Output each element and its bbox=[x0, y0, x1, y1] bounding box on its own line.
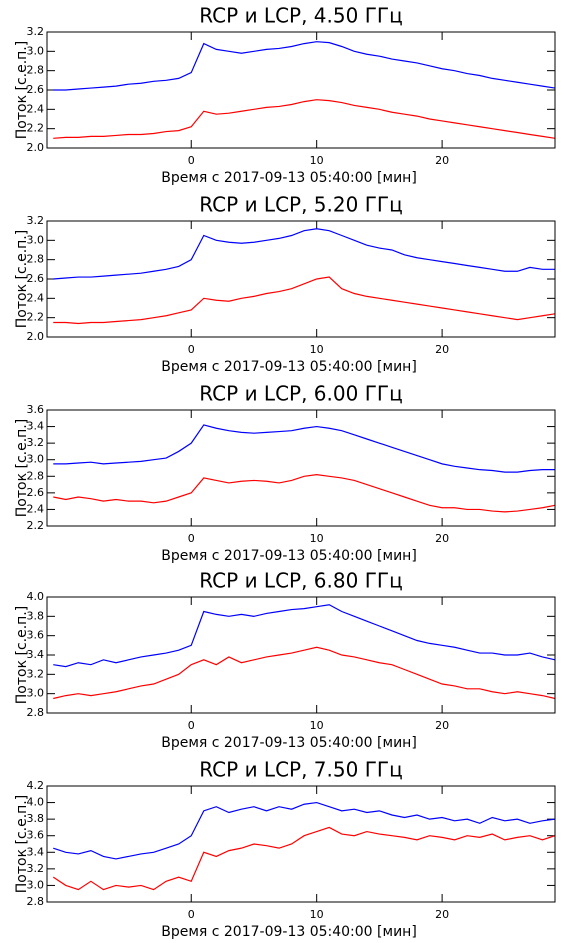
y-tick-label: 4.0 bbox=[27, 590, 45, 603]
series-line bbox=[53, 41, 556, 91]
series-line bbox=[53, 474, 556, 513]
chart-title: RCP и LCP, 6.00 ГГц bbox=[199, 382, 402, 406]
y-tick-label: 2.0 bbox=[27, 330, 45, 343]
plot-frame bbox=[46, 409, 556, 527]
x-tick-label: 20 bbox=[435, 343, 449, 356]
y-tick-label: 2.0 bbox=[27, 141, 45, 154]
x-tick-label: 0 bbox=[188, 343, 195, 356]
x-axis-label: Время с 2017-09-13 05:40:00 [мин] bbox=[161, 548, 417, 564]
y-tick-label: 2.6 bbox=[27, 272, 45, 285]
series-line bbox=[53, 99, 556, 139]
series-line bbox=[53, 646, 556, 700]
series-line bbox=[53, 276, 556, 325]
y-tick-label: 2.8 bbox=[27, 895, 45, 908]
y-tick-label: 3.0 bbox=[27, 687, 45, 700]
plot-frame bbox=[46, 785, 556, 903]
x-tick-label: 0 bbox=[188, 719, 195, 732]
y-tick-label: 4.2 bbox=[27, 779, 45, 792]
y-tick-label: 3.6 bbox=[27, 829, 45, 842]
x-tick-label: 10 bbox=[310, 343, 324, 356]
x-tick-label: 0 bbox=[188, 908, 195, 921]
y-tick-label: 3.0 bbox=[27, 233, 45, 246]
chart-title: RCP и LCP, 7.50 ГГц bbox=[199, 758, 402, 782]
x-axis-label: Время с 2017-09-13 05:40:00 [мин] bbox=[161, 924, 417, 940]
plot-frame bbox=[46, 31, 556, 149]
x-tick-label: 20 bbox=[435, 154, 449, 167]
x-tick-label: 20 bbox=[435, 908, 449, 921]
y-tick-label: 3.0 bbox=[27, 878, 45, 891]
x-tick-label: 10 bbox=[310, 532, 324, 545]
x-tick-label: 10 bbox=[310, 154, 324, 167]
x-tick-label: 20 bbox=[435, 719, 449, 732]
y-tick-label: 2.2 bbox=[27, 519, 45, 532]
plot-frame bbox=[46, 220, 556, 338]
series-line bbox=[53, 228, 555, 280]
y-tick-label: 2.8 bbox=[27, 253, 45, 266]
y-tick-label: 3.2 bbox=[27, 667, 45, 680]
plot-frame bbox=[46, 596, 556, 714]
y-tick-label: 3.2 bbox=[27, 25, 45, 38]
series-line bbox=[52, 826, 556, 891]
x-tick-label: 0 bbox=[188, 532, 195, 545]
series-line bbox=[53, 604, 556, 668]
y-tick-label: 4.0 bbox=[27, 796, 45, 809]
x-tick-label: 20 bbox=[435, 532, 449, 545]
x-tick-label: 0 bbox=[188, 154, 195, 167]
y-tick-label: 2.8 bbox=[27, 706, 45, 719]
y-tick-label: 2.8 bbox=[27, 469, 45, 482]
y-tick-label: 2.4 bbox=[27, 291, 45, 304]
y-tick-label: 3.2 bbox=[27, 436, 45, 449]
y-axis-label: Поток [с.е.п.] bbox=[14, 230, 30, 328]
y-tick-label: 3.0 bbox=[27, 453, 45, 466]
y-tick-label: 3.8 bbox=[27, 609, 45, 622]
series-line bbox=[53, 801, 556, 860]
y-tick-label: 3.4 bbox=[27, 420, 45, 433]
y-tick-label: 2.2 bbox=[27, 311, 45, 324]
y-tick-label: 3.4 bbox=[27, 845, 45, 858]
y-tick-label: 3.6 bbox=[27, 403, 45, 416]
y-axis-label: Поток [с.е.п.] bbox=[14, 419, 30, 517]
series-line bbox=[53, 424, 555, 473]
y-tick-label: 2.6 bbox=[27, 486, 45, 499]
y-axis-label: Поток [с.е.п.] bbox=[14, 41, 30, 139]
y-tick-label: 3.0 bbox=[27, 44, 45, 57]
y-tick-label: 3.6 bbox=[27, 629, 45, 642]
chart-title: RCP и LCP, 4.50 ГГц bbox=[199, 4, 402, 28]
x-tick-label: 10 bbox=[310, 908, 324, 921]
y-tick-label: 2.4 bbox=[27, 102, 45, 115]
y-tick-label: 3.2 bbox=[27, 214, 45, 227]
y-tick-label: 3.4 bbox=[27, 648, 45, 661]
y-axis-label: Поток [с.е.п.] bbox=[14, 606, 30, 704]
y-tick-label: 2.2 bbox=[27, 122, 45, 135]
y-tick-label: 3.8 bbox=[27, 812, 45, 825]
y-tick-label: 2.8 bbox=[27, 64, 45, 77]
y-axis-label: Поток [с.е.п.] bbox=[14, 795, 30, 893]
x-axis-label: Время с 2017-09-13 05:40:00 [мин] bbox=[161, 359, 417, 375]
y-tick-label: 2.4 bbox=[27, 502, 45, 515]
y-tick-label: 3.2 bbox=[27, 862, 45, 875]
chart-title: RCP и LCP, 6.80 ГГц bbox=[199, 569, 402, 593]
x-axis-label: Время с 2017-09-13 05:40:00 [мин] bbox=[161, 170, 417, 186]
y-tick-label: 2.6 bbox=[27, 83, 45, 96]
x-tick-label: 10 bbox=[310, 719, 324, 732]
chart-title: RCP и LCP, 5.20 ГГц bbox=[199, 193, 402, 217]
x-axis-label: Время с 2017-09-13 05:40:00 [мин] bbox=[161, 735, 417, 751]
